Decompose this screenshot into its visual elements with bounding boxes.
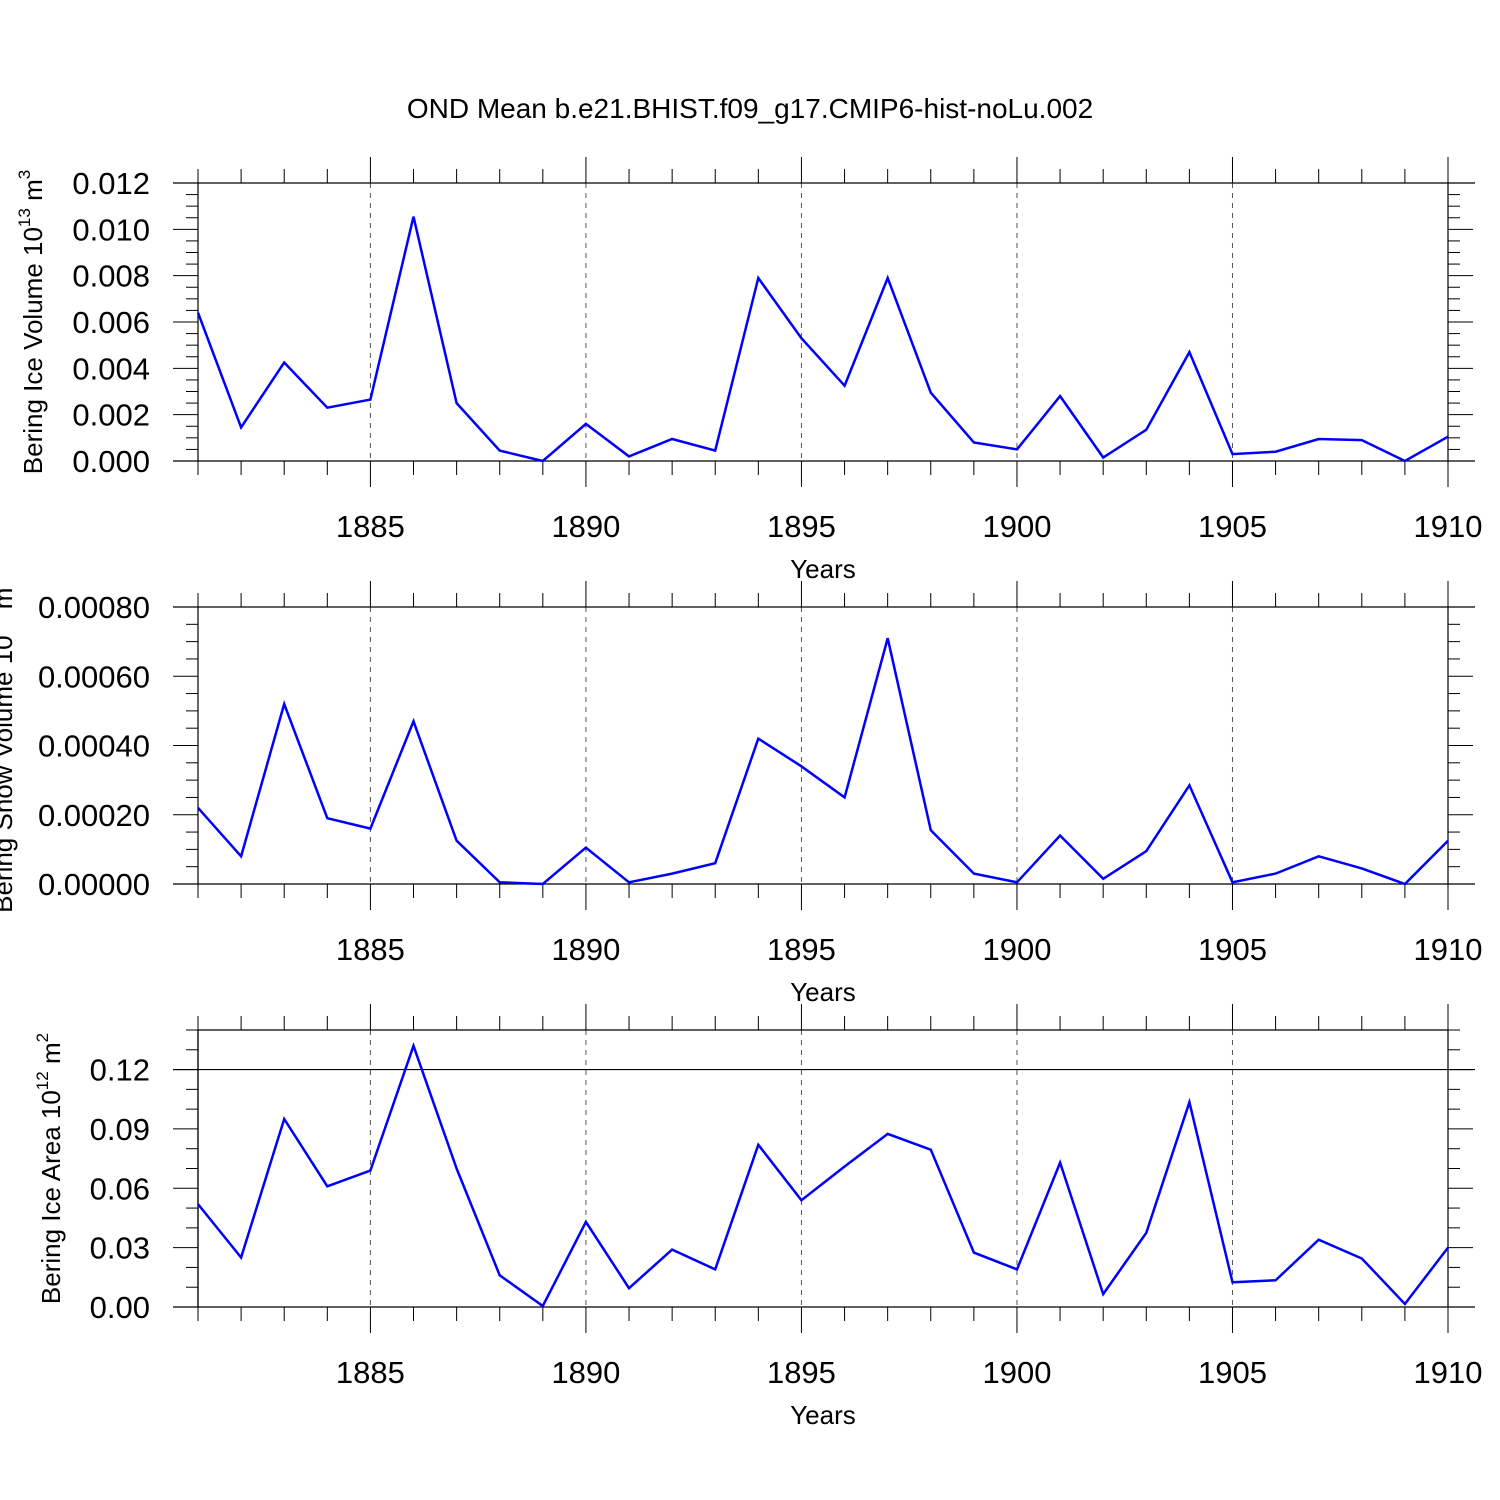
y-axis-label-superscript: 13 <box>0 616 4 635</box>
data-series-line <box>197 637 1449 886</box>
y-tick-label: 0.012 <box>72 166 150 201</box>
y-axis-label-part: Bering Ice Volume 10 <box>18 227 48 474</box>
y-tick-label: 0.006 <box>72 305 150 340</box>
y-tick-label: 0.03 <box>90 1231 150 1266</box>
snow-volume-panel: 1885 1890 1895 1900 1905 1910 Years 0.00000 0.00… <box>0 578 1482 1007</box>
x-tick-label: 1885 <box>336 509 405 544</box>
y-tick-label: 0.00060 <box>38 659 150 694</box>
y-tick-label: 0.010 <box>72 212 150 247</box>
y-tick-label: 0.008 <box>72 259 150 294</box>
x-axis-label: Years <box>790 977 856 1007</box>
y-axis-label-superscript: 2 <box>33 1033 52 1042</box>
y-axis-label-part: Bering Ice Area 10 <box>36 1090 66 1304</box>
y-tick-label: 0.06 <box>90 1171 150 1206</box>
x-tick-label: 1905 <box>1198 932 1267 967</box>
chart-title: OND Mean b.e21.BHIST.f09_g17.CMIP6-hist-… <box>407 93 1093 124</box>
y-tick-label: 0.000 <box>72 444 150 479</box>
y-tick-label: 0.002 <box>72 398 150 433</box>
y-axis-label-part: Bering Snow Volume 10 <box>0 635 18 913</box>
y-axis-label-part: m <box>0 588 18 617</box>
x-tick-label: 1900 <box>982 509 1051 544</box>
x-tick-label: 1895 <box>767 932 836 967</box>
x-tick-label: 1910 <box>1414 509 1483 544</box>
x-tick-label: 1890 <box>551 509 620 544</box>
x-tick-label: 1905 <box>1198 1355 1267 1390</box>
y-tick-label: 0.09 <box>90 1112 150 1147</box>
x-tick-label: 1900 <box>982 932 1051 967</box>
y-axis-label: Bering Snow Volume 1013 m3 <box>0 578 18 913</box>
x-tick-label: 1890 <box>551 932 620 967</box>
y-axis-label-superscript: 3 <box>15 170 34 179</box>
y-tick-label: 0.00040 <box>38 729 150 764</box>
x-tick-label: 1910 <box>1414 932 1483 967</box>
y-tick-label: 0.00020 <box>38 798 150 833</box>
y-axis-label-superscript: 12 <box>33 1071 52 1090</box>
x-tick-label: 1895 <box>767 1355 836 1390</box>
y-tick-label: 0.004 <box>72 351 150 386</box>
y-tick-label: 0.00 <box>90 1290 150 1325</box>
x-tick-label: 1885 <box>336 932 405 967</box>
x-axis-label: Years <box>790 554 856 584</box>
x-axis-label: Years <box>790 1400 856 1430</box>
x-tick-label: 1895 <box>767 509 836 544</box>
y-tick-label: 0.12 <box>90 1053 150 1088</box>
y-axis-label: Bering Ice Area 1012 m2 <box>33 1033 66 1304</box>
x-tick-label: 1885 <box>336 1355 405 1390</box>
ice-volume-panel: 1885 1890 1895 1900 1905 1910 Years 0.000 0.002 0… <box>15 157 1482 584</box>
y-axis-label-part: m <box>36 1042 66 1071</box>
data-series-line <box>197 1042 1449 1308</box>
x-tick-label: 1890 <box>551 1355 620 1390</box>
y-axis-label-superscript: 3 <box>0 578 4 587</box>
ice-area-panel: 1885 1890 1895 1900 1905 1910 Years 0.00 0.03 0.0… <box>33 1004 1482 1430</box>
data-series-line <box>196 216 1449 463</box>
y-tick-label: 0.00000 <box>38 867 150 902</box>
y-tick-label: 0.00080 <box>38 590 150 625</box>
x-tick-label: 1905 <box>1198 509 1267 544</box>
x-tick-label: 1900 <box>982 1355 1051 1390</box>
y-axis-label-part: m <box>18 179 48 208</box>
x-tick-label: 1910 <box>1414 1355 1483 1390</box>
y-axis-label-superscript: 13 <box>15 208 34 227</box>
y-axis-label: Bering Ice Volume 1013 m3 <box>15 170 48 474</box>
